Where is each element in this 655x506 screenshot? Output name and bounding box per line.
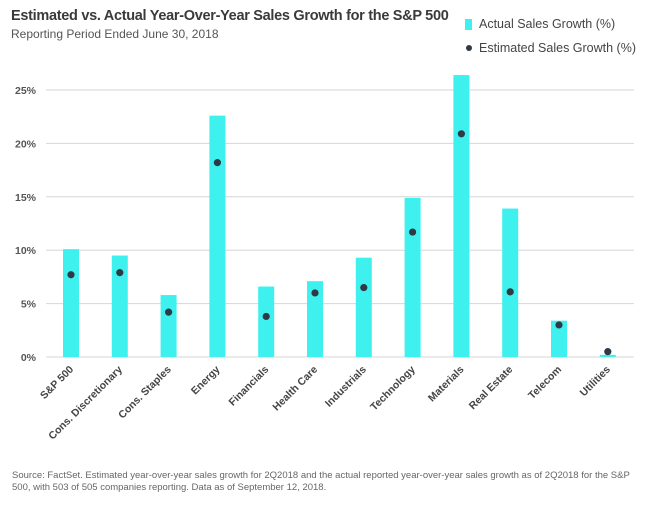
chart-subtitle: Reporting Period Ended June 30, 2018 — [11, 27, 219, 41]
y-tick-label: 0% — [21, 352, 37, 364]
x-category-label: Materials — [426, 364, 467, 405]
x-category-label: Real Estate — [467, 364, 516, 413]
legend-item-estimated: Estimated Sales Growth (%) — [465, 38, 636, 58]
x-category-label: Technology — [368, 364, 418, 414]
estimated-point — [506, 288, 514, 296]
actual-bar — [111, 255, 128, 357]
estimated-point — [457, 130, 465, 138]
y-tick-label: 20% — [15, 138, 37, 150]
x-category-label: S&P 500 — [38, 364, 76, 402]
actual-bar — [160, 295, 177, 357]
actual-bar — [307, 281, 323, 357]
legend-item-actual: Actual Sales Growth (%) — [465, 14, 636, 34]
legend-dot-swatch — [465, 45, 472, 51]
x-category-label: Financials — [227, 364, 272, 409]
actual-bar — [355, 257, 372, 357]
actual-bar — [63, 249, 79, 357]
chart-title: Estimated vs. Actual Year-Over-Year Sale… — [11, 8, 449, 24]
actual-bar — [502, 208, 519, 357]
estimated-point — [67, 271, 75, 279]
actual-bar — [258, 286, 275, 357]
x-category-label: Industrials — [323, 364, 369, 410]
y-tick-label: 15% — [15, 192, 37, 204]
estimated-points — [67, 130, 612, 356]
legend: Actual Sales Growth (%) Estimated Sales … — [465, 14, 636, 62]
y-tick-label: 10% — [15, 245, 37, 257]
x-category-label: Health Care — [270, 364, 320, 414]
x-category-label: Telecom — [526, 364, 564, 402]
estimated-point — [555, 321, 563, 329]
legend-label-actual: Actual Sales Growth (%) — [479, 17, 616, 31]
y-axis-ticks: 0% 5% 10% 15% 20% 25% — [15, 85, 37, 364]
actual-bar — [404, 197, 421, 357]
x-category-label: Utilities — [578, 364, 613, 399]
estimated-point — [311, 289, 319, 297]
legend-label-estimated: Estimated Sales Growth (%) — [479, 41, 636, 55]
gridlines — [46, 89, 634, 358]
source-note: Source: FactSet. Estimated year-over-yea… — [12, 470, 630, 493]
y-tick-label: 25% — [15, 85, 37, 97]
actual-bar — [209, 115, 226, 357]
actual-bar — [599, 354, 616, 357]
estimated-point — [116, 269, 124, 277]
actual-bars — [63, 75, 616, 357]
y-tick-label: 5% — [21, 299, 37, 311]
actual-bar — [551, 320, 567, 357]
estimated-point — [409, 228, 417, 236]
actual-bar — [453, 75, 470, 357]
estimated-point — [604, 348, 612, 356]
estimated-point — [165, 308, 173, 316]
legend-bar-swatch — [465, 18, 472, 30]
x-category-label: Energy — [189, 364, 223, 398]
estimated-point — [360, 283, 368, 292]
estimated-point — [262, 312, 270, 321]
estimated-point — [213, 159, 221, 167]
